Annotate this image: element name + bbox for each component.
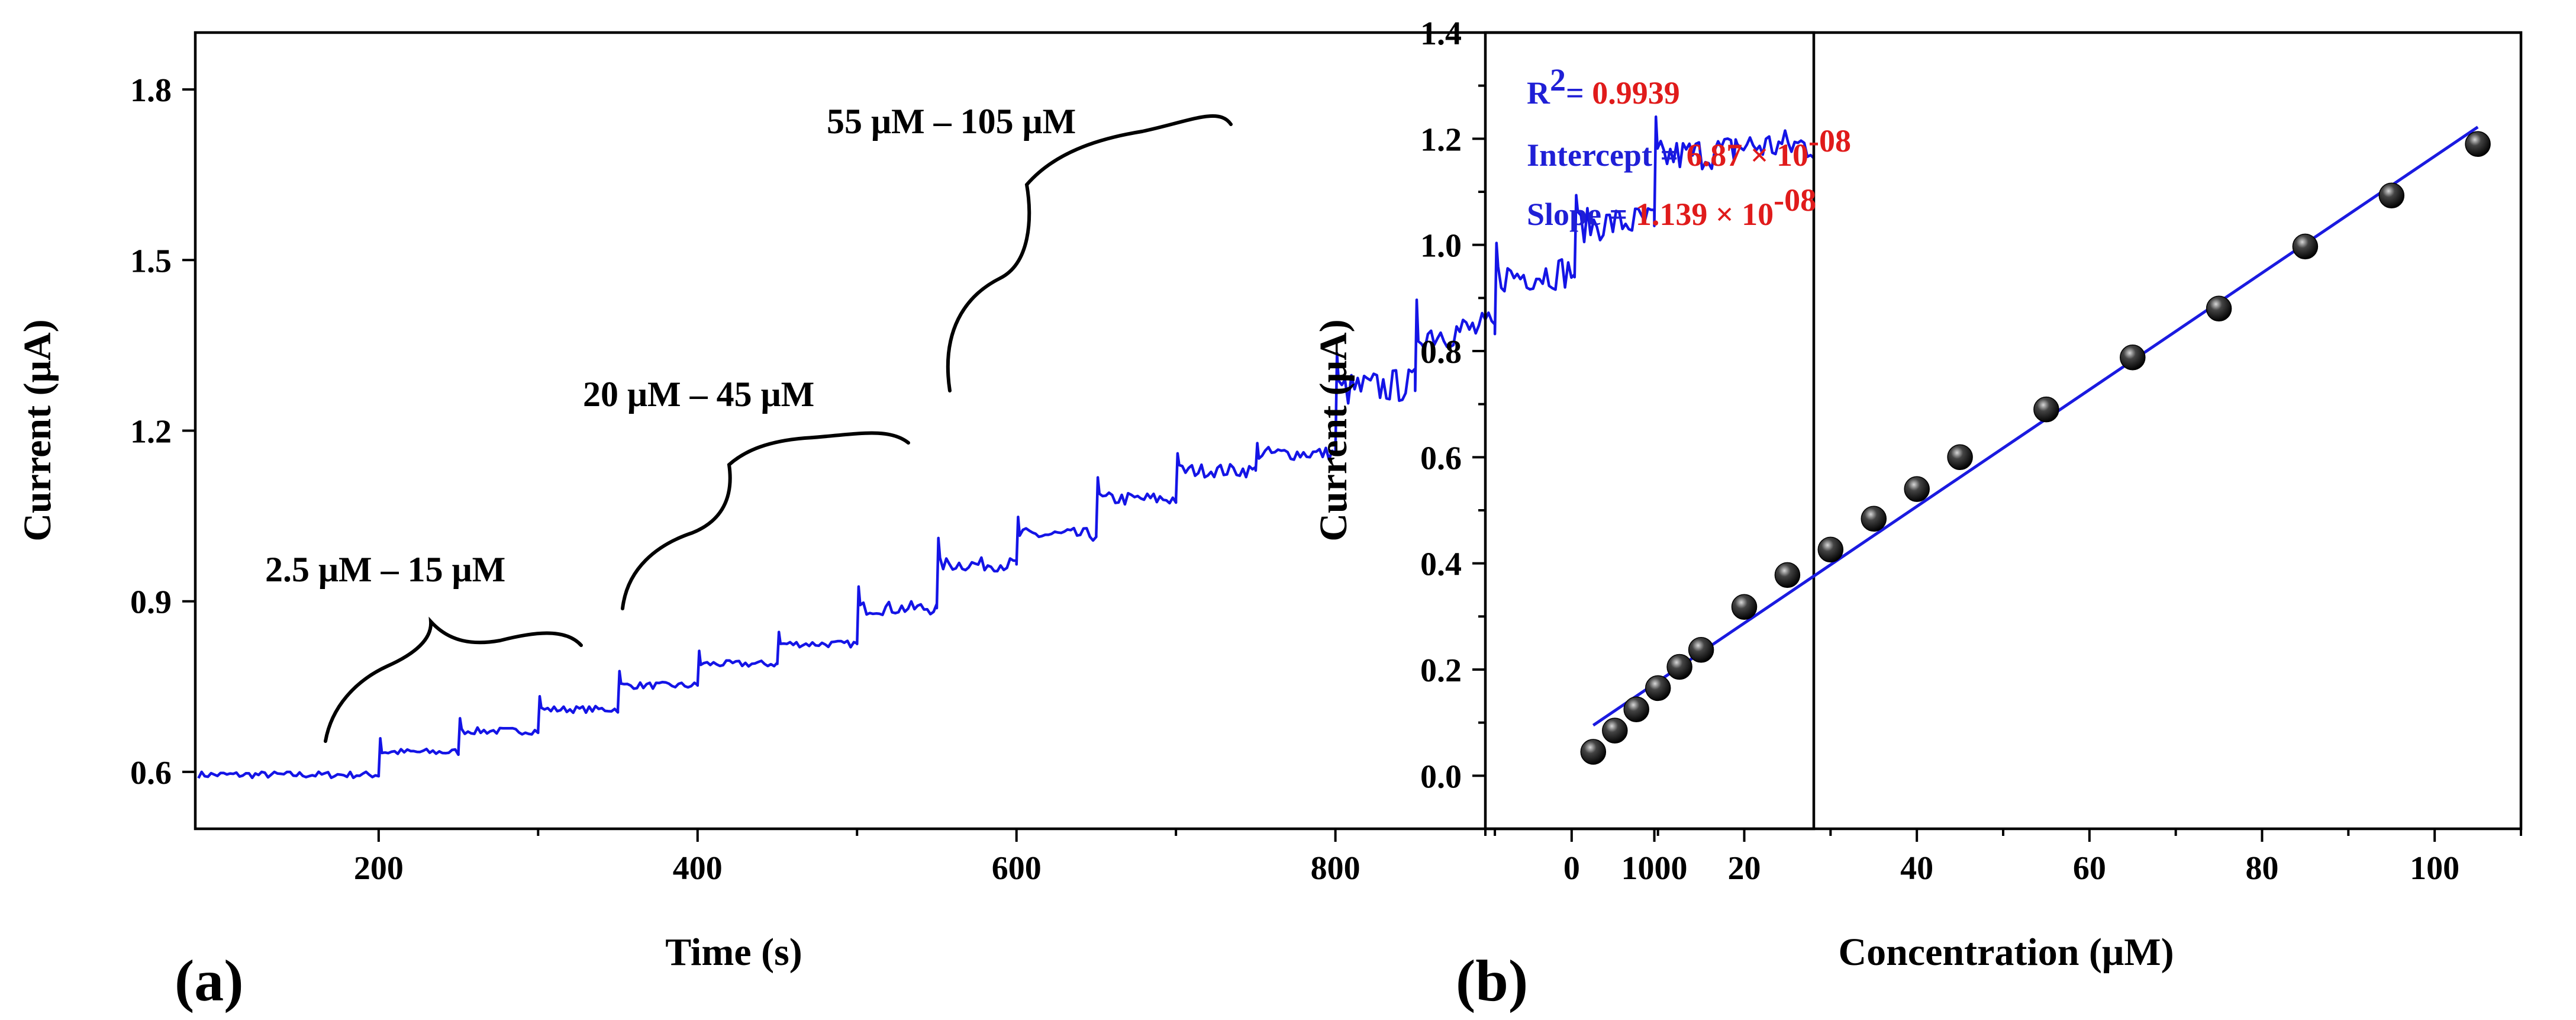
data-point — [2120, 345, 2146, 371]
panel-b-x-tick-label: 80 — [2246, 850, 2279, 887]
panel-a-brace-mid — [621, 431, 910, 610]
panel-a-x-tick-label: 600 — [992, 850, 1042, 887]
data-point — [2033, 396, 2059, 423]
data-point — [1623, 696, 1649, 723]
panel-a-y-tick-label: 0.9 — [130, 584, 172, 621]
data-point — [1861, 506, 1887, 532]
panel-b-x-tick-label: 40 — [1900, 850, 1933, 887]
data-point — [2378, 182, 2405, 209]
panel-b-x-tick-label: 0 — [1563, 850, 1580, 887]
panel-b-y-tick-label: 0.6 — [1420, 440, 1462, 477]
panel-b-x-tick-label: 20 — [1728, 850, 1761, 887]
data-point — [1731, 594, 1758, 620]
panel-a-y-tick-label: 0.6 — [130, 755, 172, 791]
panel-a-annotation-low: 2.5 μM – 15 μM — [265, 550, 505, 589]
panel-a-x-tick-label: 800 — [1311, 850, 1360, 887]
data-point — [2292, 233, 2319, 260]
panel-b-y-tick-label: 0.0 — [1420, 758, 1462, 795]
data-point — [1817, 536, 1844, 563]
data-point — [1947, 444, 1973, 471]
panel-a-y-tick-label: 1.8 — [130, 72, 172, 109]
panel-b: 0 20 40 60 80 100 0.0 0.2 0.4 0.6 0.8 1.0 1.2 1.4 R2=… — [1312, 15, 2523, 1013]
panel-a-label: (a) — [175, 948, 244, 1013]
data-point — [1580, 739, 1607, 765]
stat-r2: R2= 0.9939 — [1527, 62, 1680, 111]
panel-b-y-axis-title: Current (μA) — [1312, 319, 1355, 541]
data-point — [1688, 637, 1714, 663]
panel-a-x-axis-title: Time (s) — [665, 931, 802, 974]
panel-a-y-tick-label: 1.2 — [130, 414, 172, 451]
panel-a-annotation-mid: 20 μM – 45 μM — [583, 375, 814, 414]
panel-b-x-tick-label: 100 — [2410, 850, 2459, 887]
panel-b-y-tick-label: 1.0 — [1420, 228, 1462, 265]
panel-b-y-tick-label: 0.2 — [1420, 652, 1462, 689]
panel-a-ticks: 200 400 600 800 1000 0.6 0.9 1.2 1.5 1.8 — [130, 72, 1688, 887]
panel-a-current-trace — [197, 115, 1815, 780]
data-point — [2206, 295, 2232, 322]
panel-a-plot-frame — [194, 31, 1816, 831]
data-point — [1666, 654, 1692, 680]
panel-b-stats: R2= 0.9939 Intercept = 6.87 × 10-08 Slop… — [1527, 62, 1851, 232]
panel-a-y-tick-label: 1.5 — [130, 243, 172, 279]
data-point — [2465, 131, 2491, 157]
panel-b-y-tick-label: 1.2 — [1420, 121, 1462, 158]
stat-intercept: Intercept = 6.87 × 10-08 — [1527, 123, 1851, 173]
panel-b-plot-frame — [1484, 31, 2523, 831]
panel-a-x-tick-label: 1000 — [1621, 850, 1688, 887]
panel-a-annotation-high: 55 μM – 105 μM — [827, 102, 1076, 141]
panel-b-label: (b) — [1456, 948, 1528, 1013]
data-point — [1602, 717, 1628, 744]
panel-b-y-tick-label: 1.4 — [1420, 15, 1462, 52]
panel-b-points — [1580, 131, 2491, 765]
data-point — [1774, 562, 1801, 588]
panel-b-ticks: 0 20 40 60 80 100 0.0 0.2 0.4 0.6 0.8 1.0 1.2 1.4 — [1420, 15, 2522, 887]
panel-a-brace-low — [324, 616, 583, 743]
panel-a-x-tick-label: 200 — [354, 850, 404, 887]
panel-b-y-tick-label: 0.4 — [1420, 546, 1462, 583]
panel-a-x-tick-label: 400 — [673, 850, 723, 887]
stat-slope: Slope = 1.139 × 10-08 — [1527, 182, 1816, 232]
panel-b-x-axis-title: Concentration (μM) — [1838, 931, 2174, 974]
panel-b-y-tick-label: 0.8 — [1420, 334, 1462, 371]
data-point — [1904, 476, 1930, 502]
panel-a-brace-high — [946, 114, 1233, 392]
data-point — [1645, 675, 1671, 702]
panel-a-y-axis-title: Current (μA) — [16, 319, 59, 541]
panel-b-fit-line — [1592, 126, 2479, 727]
panel-b-x-tick-label: 60 — [2073, 850, 2106, 887]
